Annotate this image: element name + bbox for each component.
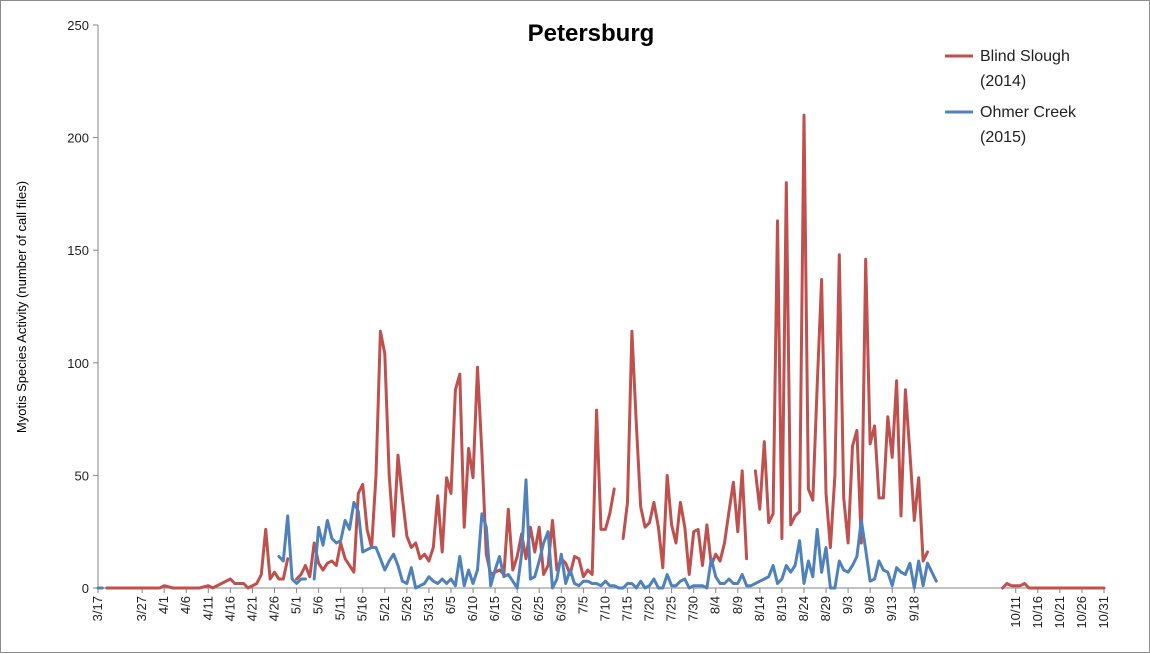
x-tick-label: 7/30	[686, 596, 701, 621]
x-tick-label: 9/13	[884, 596, 899, 621]
x-tick-label: 9/18	[906, 596, 921, 621]
y-tick-label: 150	[67, 243, 89, 258]
x-tick-label: 6/15	[487, 596, 502, 621]
x-tick-label: 6/5	[443, 596, 458, 614]
x-tick-label: 8/19	[774, 596, 789, 621]
x-tick-label: 6/25	[531, 596, 546, 621]
x-tick-label: 8/14	[752, 596, 767, 621]
x-tick-label: 4/6	[178, 596, 193, 614]
x-tick-label: 8/9	[730, 596, 745, 614]
x-tick-label: 6/30	[553, 596, 568, 621]
x-tick-label: 10/31	[1096, 596, 1111, 629]
chart-title: Petersburg	[528, 20, 655, 47]
y-tick-label: 250	[67, 18, 89, 33]
x-tick-label: 10/11	[1008, 596, 1023, 628]
x-tick-label: 3/17	[90, 596, 105, 621]
y-tick-label: 0	[82, 581, 89, 596]
x-tick-label: 6/10	[465, 596, 480, 621]
x-tick-label: 10/16	[1030, 596, 1045, 629]
x-tick-label: 7/20	[642, 596, 657, 621]
series-layer	[96, 113, 1106, 590]
x-tick-label: 9/8	[862, 596, 877, 614]
x-tick-label: 5/21	[377, 596, 392, 621]
x-tick-label: 7/10	[597, 596, 612, 621]
y-tick-label: 100	[67, 356, 89, 371]
legend-label: Ohmer Creek	[980, 104, 1077, 121]
x-tick-label: 10/21	[1052, 596, 1067, 629]
x-tick-label: 7/15	[619, 596, 634, 621]
x-tick-label: 5/1	[289, 596, 304, 614]
x-tick-label: 6/20	[509, 596, 524, 621]
x-tick-label: 7/25	[664, 596, 679, 621]
x-tick-label: 5/11	[333, 596, 348, 620]
x-tick-label: 4/1	[156, 596, 171, 614]
x-tick-label: 5/16	[355, 596, 370, 621]
series-line-2	[96, 478, 938, 590]
x-tick-label: 4/16	[222, 596, 237, 621]
x-tick-label: 4/26	[266, 596, 281, 621]
x-tick-label: 5/6	[311, 596, 326, 614]
y-axis-label: Myotis Species Activity (number of call …	[14, 181, 29, 433]
x-tick-label: 5/26	[399, 596, 414, 621]
x-tick-label: 8/29	[818, 596, 833, 621]
x-tick-label: 4/21	[244, 596, 259, 621]
x-tick-label: 5/31	[421, 596, 436, 621]
x-tick-label: 4/11	[200, 596, 215, 620]
legend-label: Blind Slough	[980, 48, 1070, 65]
axes: 0 50 100 150 200 250 3/17 3/27 4/1 4/6 4/11 4/16 4/2…	[67, 18, 1111, 629]
y-tick-label: 50	[75, 468, 89, 483]
x-tick-label: 9/3	[840, 596, 855, 614]
x-tick-label: 8/24	[796, 596, 811, 621]
x-tick-label: 3/27	[134, 596, 149, 621]
series-line-1	[105, 113, 1106, 590]
legend: Blind Slough (2014) Ohmer Creek (2015)	[945, 48, 1077, 146]
x-tick-label: 7/5	[575, 596, 590, 614]
x-tick-label: 10/26	[1074, 596, 1089, 629]
y-tick-label: 200	[67, 131, 89, 146]
legend-label: (2014)	[980, 73, 1026, 90]
legend-label: (2015)	[980, 129, 1026, 146]
x-tick-label: 8/4	[708, 596, 723, 614]
